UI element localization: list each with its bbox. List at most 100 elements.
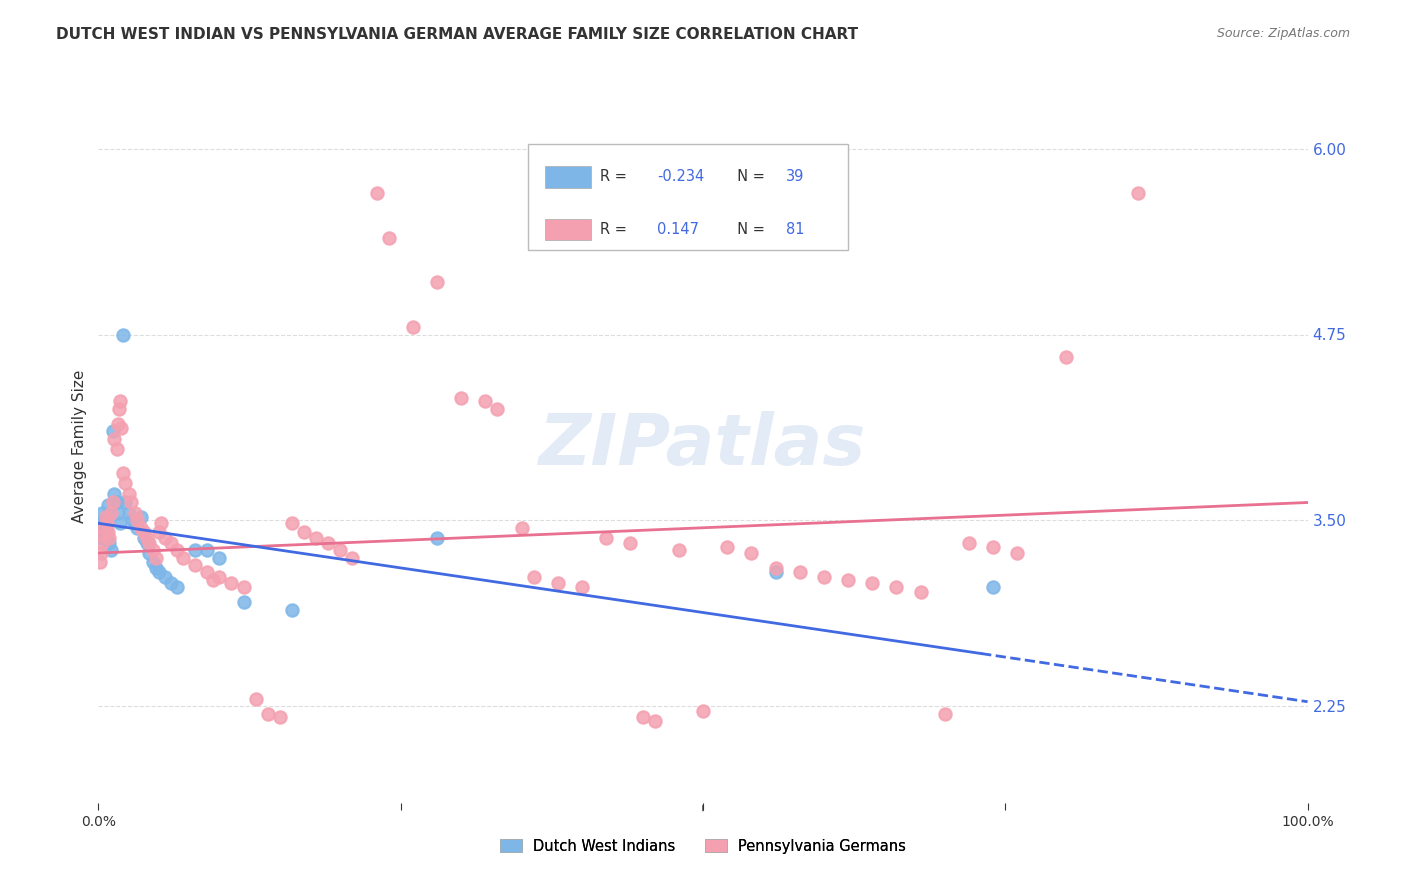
Point (124, 516, 146, 531)
Point (692, 704, 714, 718)
Point (474, 394, 496, 409)
Point (145, 550, 167, 565)
FancyBboxPatch shape (544, 219, 591, 241)
Legend: Dutch West Indians, Pennsylvania Germans: Dutch West Indians, Pennsylvania Germans (494, 833, 912, 860)
Point (981, 540, 1004, 554)
Point (93, 521, 115, 535)
FancyBboxPatch shape (544, 166, 591, 187)
Point (160, 535, 183, 549)
Point (91, 506, 114, 520)
Point (108, 401, 131, 416)
Point (100, 506, 122, 520)
Point (595, 531, 617, 545)
Point (813, 570, 835, 584)
Text: N =: N = (728, 169, 770, 184)
Point (232, 595, 254, 609)
Point (245, 691, 267, 706)
Point (135, 531, 157, 545)
Point (93, 513, 115, 527)
Text: DUTCH WEST INDIAN VS PENNSYLVANIA GERMAN AVERAGE FAMILY SIZE CORRELATION CHART: DUTCH WEST INDIAN VS PENNSYLVANIA GERMAN… (56, 27, 859, 42)
Point (619, 535, 641, 549)
Point (195, 543, 218, 558)
Point (232, 580, 254, 594)
Point (138, 535, 160, 549)
Point (934, 706, 956, 721)
Point (981, 580, 1004, 594)
Point (510, 521, 533, 535)
Point (111, 327, 134, 342)
Point (103, 486, 125, 500)
Point (184, 543, 207, 558)
Point (292, 525, 315, 540)
Point (118, 486, 141, 500)
Point (208, 570, 231, 584)
Point (145, 561, 167, 575)
Point (631, 709, 654, 723)
Point (89, 555, 111, 569)
Point (97, 499, 120, 513)
Point (111, 466, 134, 480)
Text: ZIPatlas: ZIPatlas (540, 411, 866, 481)
Point (96, 510, 118, 524)
Point (124, 506, 146, 520)
Point (91, 535, 114, 549)
Point (377, 231, 399, 245)
Point (91, 516, 114, 531)
Point (450, 392, 472, 406)
Point (281, 516, 304, 531)
Point (91, 528, 114, 542)
Point (256, 706, 278, 721)
Point (644, 714, 666, 728)
Point (1128, 186, 1150, 201)
Point (94, 510, 117, 524)
Point (114, 476, 136, 491)
Point (127, 513, 149, 527)
Text: Source: ZipAtlas.com: Source: ZipAtlas.com (1216, 27, 1350, 40)
Point (90, 546, 112, 560)
Point (740, 546, 762, 560)
Point (269, 709, 291, 723)
Point (90, 531, 112, 545)
Point (860, 575, 883, 590)
Point (910, 584, 932, 599)
Point (426, 531, 449, 545)
Point (101, 424, 124, 438)
Point (110, 421, 132, 435)
Point (837, 573, 859, 587)
Point (142, 543, 165, 558)
Point (153, 531, 176, 545)
Point (1007, 546, 1029, 560)
Point (118, 506, 141, 520)
Point (135, 535, 157, 549)
Point (98, 535, 121, 549)
Point (107, 417, 129, 431)
Point (96, 516, 118, 531)
Point (120, 495, 142, 509)
Text: R =: R = (600, 169, 631, 184)
Point (166, 543, 188, 558)
Point (121, 513, 143, 527)
Point (129, 521, 152, 535)
Point (957, 535, 980, 549)
Point (172, 550, 194, 565)
Point (426, 276, 449, 290)
Point (329, 543, 352, 558)
Point (129, 510, 152, 524)
Point (160, 575, 183, 590)
Point (150, 516, 173, 531)
Point (184, 558, 207, 572)
Point (100, 543, 122, 558)
Point (108, 394, 131, 409)
Point (765, 561, 787, 575)
Text: -0.234: -0.234 (657, 169, 704, 184)
Point (97, 525, 120, 540)
Point (114, 495, 136, 509)
Point (134, 531, 156, 545)
Point (127, 521, 149, 535)
Point (98, 531, 121, 545)
Point (316, 535, 339, 549)
Point (166, 580, 188, 594)
Point (342, 550, 364, 565)
Text: 0.147: 0.147 (657, 221, 699, 236)
FancyBboxPatch shape (527, 145, 848, 250)
